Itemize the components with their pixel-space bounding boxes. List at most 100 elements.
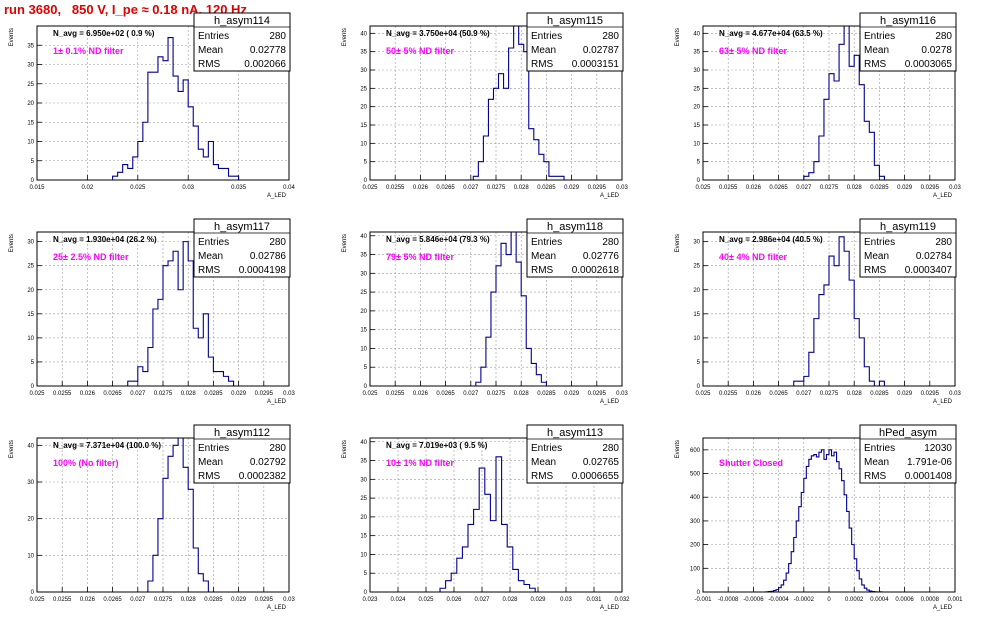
stats-title: h_asym116 — [880, 15, 936, 27]
stats-mean-label: Mean — [864, 457, 889, 468]
y-tick-label: 15 — [693, 312, 700, 318]
stats-rms-label: RMS — [198, 471, 221, 482]
x-tick-label: 0.025 — [695, 391, 711, 397]
y-tick-label: 10 — [360, 346, 367, 352]
x-tick-label: 0.04 — [283, 185, 295, 191]
stats-title: h_asym118 — [547, 221, 603, 233]
x-tick-label: -0.0004 — [768, 597, 789, 603]
y-tick-label: 30 — [27, 240, 34, 246]
y-tick-label: 5 — [697, 160, 701, 166]
y-tick-label: 40 — [360, 31, 367, 37]
histogram-outline — [439, 456, 536, 592]
stats-title: h_asym117 — [214, 221, 270, 233]
n-avg-label: N_avg = 5.846e+04 (79.3 %) — [386, 235, 490, 244]
x-tick-label: 0.03 — [283, 391, 295, 397]
y-tick-label: 500 — [690, 472, 701, 478]
y-tick-label: 0 — [31, 590, 35, 596]
stats-rms-label: RMS — [198, 265, 221, 276]
x-tick-label: 0.026 — [746, 391, 762, 397]
y-axis-label: Events — [675, 234, 681, 252]
stats-entries-value: 280 — [269, 237, 286, 248]
y-tick-label: 25 — [360, 496, 367, 502]
y-axis-label: Events — [9, 234, 15, 252]
histogram-panel-h_asym113: 0.023 0.024 0.025 0.026 0.027 0.028 0.029 0.03 0… — [342, 424, 630, 611]
stats-rms-value: 0.0003065 — [905, 59, 953, 70]
x-tick-label: 0.0265 — [436, 391, 455, 397]
x-tick-label: 0.029 — [897, 391, 913, 397]
y-tick-label: 400 — [690, 495, 701, 501]
stats-mean-label: Mean — [531, 457, 556, 468]
x-tick-label: 0.03 — [283, 597, 295, 603]
x-tick-label: 0.027 — [463, 391, 479, 397]
x-tick-label: 0.025 — [29, 391, 45, 397]
stats-rms-value: 0.0003407 — [905, 265, 953, 276]
stats-rms-value: 0.0003151 — [572, 59, 620, 70]
x-tick-label: 0.03 — [949, 391, 961, 397]
y-tick-label: 20 — [27, 288, 34, 294]
y-tick-label: 25 — [360, 290, 367, 296]
y-tick-label: 5 — [364, 365, 368, 371]
stats-entries-value: 280 — [935, 237, 952, 248]
y-tick-label: 15 — [27, 312, 34, 318]
stats-box — [526, 424, 624, 484]
y-axis-label: Events — [342, 28, 348, 46]
stats-mean-label: Mean — [198, 457, 223, 468]
y-tick-label: 600 — [690, 448, 701, 454]
y-tick-label: 5 — [697, 360, 701, 366]
stats-mean-label: Mean — [864, 45, 889, 56]
x-tick-label: -0.001 — [694, 597, 712, 603]
stats-box — [859, 424, 957, 484]
histogram-panel-h_asym115: 0.025 0.0255 0.026 0.0265 0.027 0.0275 0.028 0.… — [342, 12, 628, 199]
x-tick-label: 0.0285 — [537, 391, 556, 397]
y-tick-label: 30 — [360, 271, 367, 277]
histogram-outline — [793, 236, 885, 387]
histogram-panel-h_asym119: 0.025 0.0255 0.026 0.0265 0.027 0.0275 0.028 0.… — [675, 218, 961, 405]
x-tick-label: 0.032 — [614, 597, 630, 603]
x-tick-label: 0.0275 — [487, 391, 506, 397]
stats-entries-label: Entries — [531, 443, 562, 454]
x-tick-label: 0.025 — [130, 185, 146, 191]
y-tick-label: 30 — [27, 480, 34, 486]
stats-rms-value: 0.0006655 — [572, 471, 620, 482]
histogram-outline — [475, 231, 547, 386]
histogram-panel-hPed_asym: -0.001 -0.0008 -0.0006 -0.0004 -0.0002 0 0.000… — [675, 424, 963, 611]
x-tick-label: 0.03 — [616, 391, 628, 397]
histogram-panel-h_asym112: 0.025 0.0255 0.026 0.0265 0.027 0.0275 0.028 0.… — [9, 424, 295, 611]
x-tick-label: 0.0255 — [719, 185, 738, 191]
stats-title: h_asym119 — [880, 221, 936, 233]
x-tick-label: 0.026 — [413, 391, 429, 397]
filter-label: 63± 5% ND filter — [719, 46, 787, 56]
x-tick-label: 0.015 — [29, 185, 45, 191]
x-tick-label: 0.0006 — [895, 597, 914, 603]
x-tick-label: 0.0275 — [154, 597, 173, 603]
filter-label: 1± 0.1% ND filter — [53, 46, 124, 56]
x-tick-label: 0.0285 — [870, 185, 889, 191]
stats-rms-value: 0.0002618 — [572, 265, 620, 276]
filter-label: 100% (No filter) — [53, 458, 119, 468]
y-tick-label: 20 — [360, 309, 367, 315]
x-tick-label: 0.0008 — [921, 597, 940, 603]
stats-mean-value: 0.02765 — [583, 457, 620, 468]
n-avg-label: N_avg = 3.750e+04 (50.9 %) — [386, 29, 490, 38]
x-tick-label: 0.0265 — [769, 185, 788, 191]
histogram-panel-h_asym118: 0.025 0.0255 0.026 0.0265 0.027 0.0275 0.028 0.… — [342, 218, 628, 405]
stats-mean-value: 0.0278 — [921, 45, 952, 56]
stats-mean-label: Mean — [531, 45, 556, 56]
stats-entries-label: Entries — [864, 443, 895, 454]
y-tick-label: 20 — [693, 105, 700, 111]
y-tick-label: 40 — [360, 440, 367, 446]
x-tick-label: 0.026 — [80, 597, 96, 603]
x-tick-label: 0.0285 — [537, 185, 556, 191]
y-tick-label: 25 — [693, 264, 700, 270]
x-tick-label: 0.035 — [231, 185, 247, 191]
x-tick-label: 0.028 — [514, 391, 530, 397]
x-tick-label: 0.0275 — [820, 185, 839, 191]
n-avg-label: N_avg = 2.986e+04 (40.5 %) — [719, 235, 823, 244]
stats-rms-label: RMS — [864, 59, 887, 70]
stats-rms-value: 0.0004198 — [239, 265, 287, 276]
y-axis-label: Events — [9, 440, 15, 458]
y-tick-label: 200 — [690, 543, 701, 549]
stats-entries-value: 280 — [269, 443, 286, 454]
stats-box — [193, 424, 291, 484]
x-tick-label: 0.029 — [530, 597, 546, 603]
